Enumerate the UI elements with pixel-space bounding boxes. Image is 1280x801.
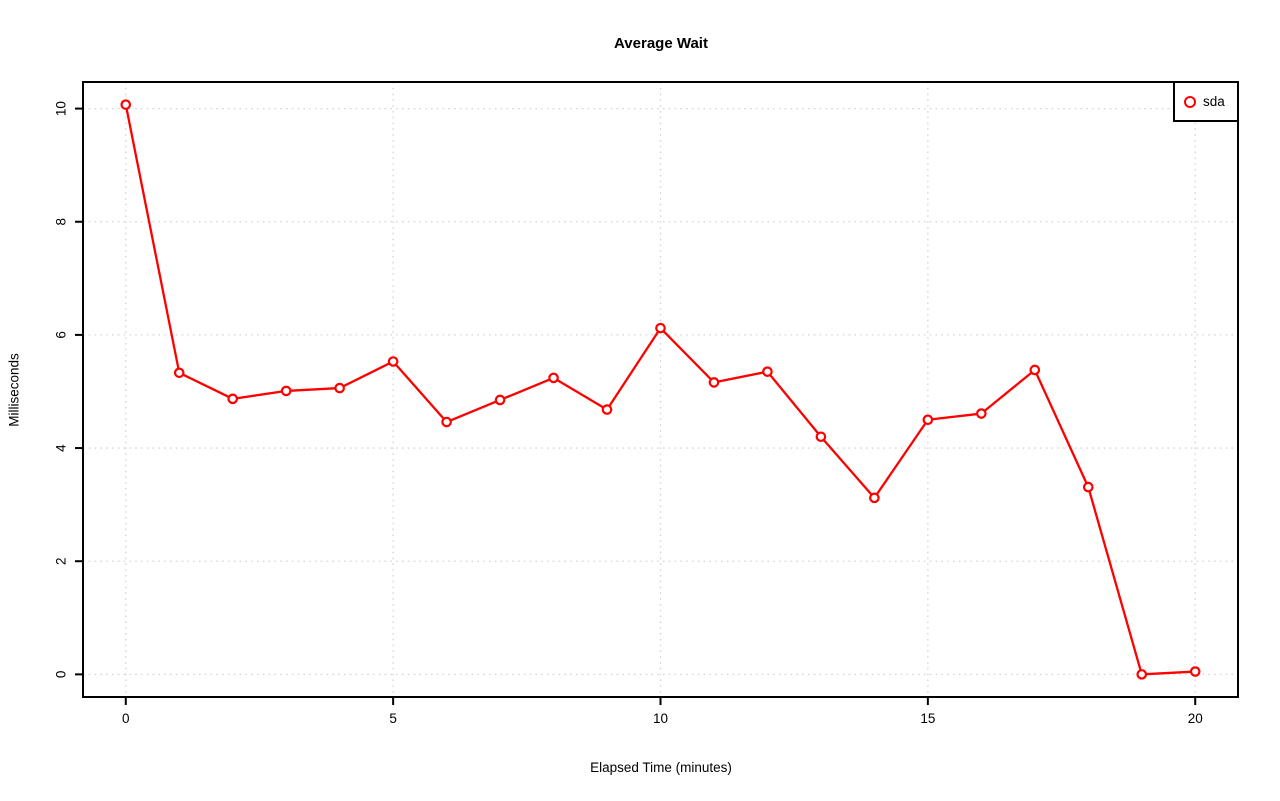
data-point [227,393,239,405]
data-point [120,99,132,110]
data-point [1029,364,1041,376]
x-tick-label: 15 [920,711,935,726]
y-tick-label: 0 [54,671,69,679]
x-tick-label: 10 [653,711,668,726]
data-point [494,394,506,406]
x-axis-label: Elapsed Time (minutes) [590,760,732,775]
data-point [280,385,292,397]
data-point [1136,669,1148,680]
data-point [173,367,185,379]
data-point [869,492,880,504]
data-point [387,356,399,367]
x-tick-label: 20 [1188,711,1203,726]
open-circle-marker-icon [1184,95,1196,108]
x-tick-label: 5 [389,711,397,726]
legend-series-label: sda [1203,93,1225,109]
data-point [1082,481,1094,493]
x-tick-label: 0 [122,711,130,726]
data-point [1189,666,1201,677]
data-point [976,408,987,419]
y-tick-label: 6 [54,331,69,339]
data-point [708,377,720,388]
data-point [334,382,345,394]
data-point [601,404,613,415]
data-point [655,322,666,334]
y-tick-label: 8 [54,218,69,226]
data-point [815,431,827,443]
y-tick-label: 10 [54,101,69,116]
legend-box: sda [1173,81,1239,122]
chart-title: Average Wait [614,35,708,52]
y-tick-label: 4 [54,444,69,452]
data-point [548,372,559,384]
y-tick-label: 2 [54,557,69,565]
data-point [441,416,452,428]
y-axis-label: Milliseconds [6,353,22,427]
data-point [762,366,773,377]
data-point [922,414,934,426]
